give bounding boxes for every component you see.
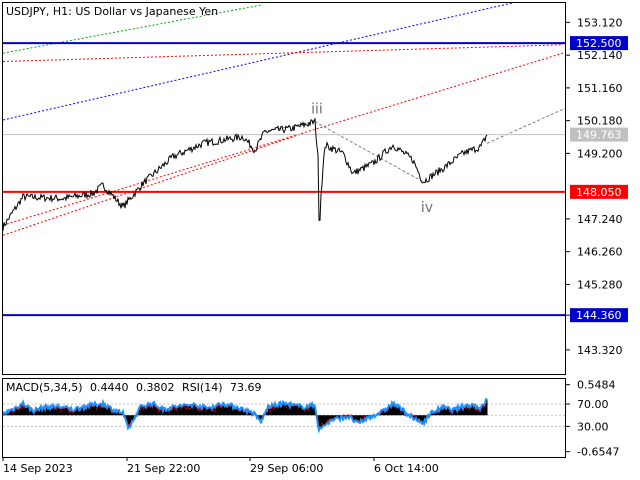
indicator-tick-label: 30.00 (577, 420, 609, 433)
wave-label-1: iv (421, 200, 433, 216)
level-label-box (570, 127, 628, 142)
y-tick-label: 150.180 (577, 115, 623, 128)
level-label: 148.050 (576, 186, 622, 199)
trend-channel-line-1 (3, 44, 564, 62)
y-tick-label: 147.240 (577, 213, 623, 226)
rsi-value: 73.69 (230, 381, 262, 394)
chart-title: USDJPY, H1: US Dollar vs Japanese Yen (6, 5, 218, 18)
price-panel-frame (2, 2, 566, 375)
rsi-label: RSI(14) (182, 381, 222, 394)
y-tick-label: 145.280 (577, 278, 623, 291)
x-tick-label: 6 Oct 14:00 (374, 462, 439, 475)
wave-line-2 (486, 107, 565, 144)
trend-channel-line-3 (3, 132, 304, 236)
indicator-tick-label: 0.5484 (577, 379, 616, 392)
wave-label-0: iii (311, 101, 323, 117)
level-label: 149.763 (576, 129, 622, 142)
y-tick-label: 152.140 (577, 49, 623, 62)
y-tick-label: 153.120 (577, 16, 623, 29)
macd-signal-value: 0.3802 (136, 381, 175, 394)
macd-main-value: 0.4440 (90, 381, 129, 394)
x-tick-label: 29 Sep 06:00 (250, 462, 323, 475)
level-label-box (570, 184, 628, 199)
trend-channel-line-2 (3, 52, 564, 226)
level-label: 152.500 (576, 37, 622, 50)
x-tick-label: 21 Sep 22:00 (127, 462, 200, 475)
price-series-line (3, 117, 488, 231)
y-tick-label: 151.160 (577, 82, 623, 95)
indicator-tick-label: 70.00 (577, 398, 609, 411)
level-label: 144.360 (576, 309, 622, 322)
indicator-title: MACD(5,34,5) 0.4440 0.3802 RSI(14) 73.69 (6, 381, 262, 394)
level-label-box (570, 308, 628, 323)
trend-channel-line-4 (3, 4, 264, 54)
level-label-box (570, 36, 628, 51)
y-tick-label: 143.320 (577, 344, 623, 357)
x-tick-label: 14 Sep 2023 (3, 462, 73, 475)
rsi-line (3, 397, 488, 434)
y-tick-label: 146.260 (577, 246, 623, 259)
indicator-tick-label: -0.6547 (577, 446, 619, 459)
y-tick-label: 149.200 (577, 147, 623, 160)
macd-label: MACD(5,34,5) (6, 381, 83, 394)
indicator-panel-frame (2, 378, 566, 458)
wave-line-1 (314, 121, 424, 183)
wave-line-0 (262, 121, 316, 133)
